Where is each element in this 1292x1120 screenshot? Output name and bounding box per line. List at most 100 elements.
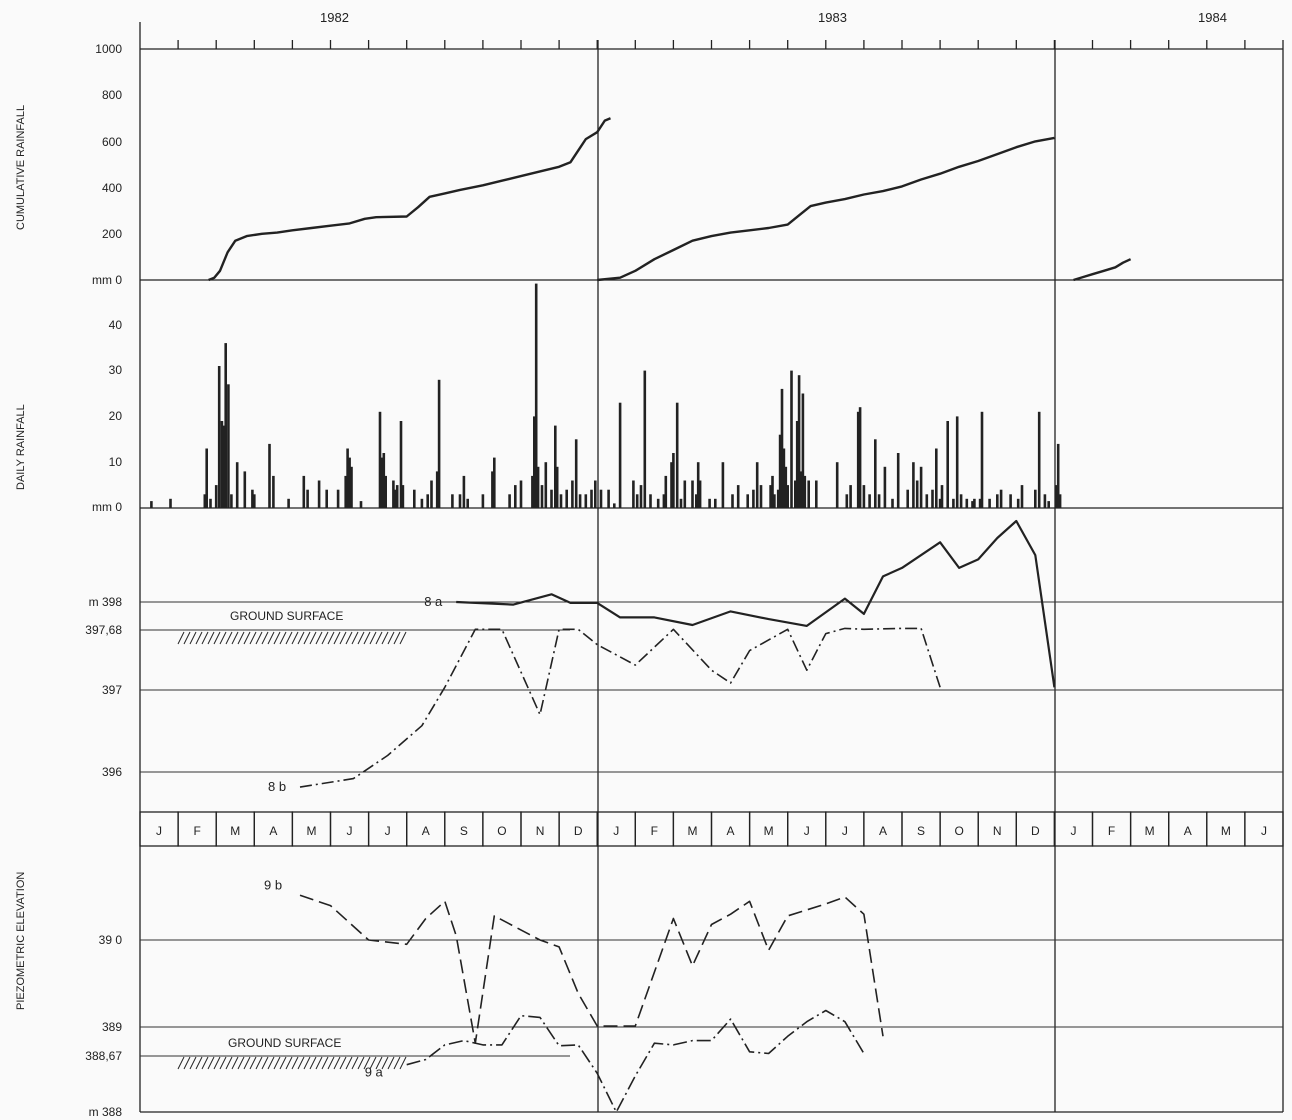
month-label: F	[1108, 824, 1115, 838]
series-9a-label: 9 a	[365, 1065, 384, 1080]
rainfall-bar	[540, 485, 544, 508]
piezometer-9-series: 9 b 9 a	[264, 877, 884, 1113]
rainfall-bar	[856, 411, 860, 508]
rainfall-bar	[643, 370, 647, 508]
rainfall-bar	[632, 480, 635, 508]
rainfall-bar	[664, 475, 668, 508]
rainfall-bar	[971, 501, 974, 508]
rainfall-bar	[736, 485, 740, 508]
rainfall-bar	[534, 283, 538, 508]
rainfall-bar	[973, 498, 976, 508]
month-label: M	[1221, 824, 1231, 838]
month-label: A	[269, 824, 277, 838]
rainfall-bar	[618, 402, 622, 508]
hatch-line	[255, 1056, 263, 1070]
month-label: O	[954, 824, 963, 838]
hatch-line	[177, 1056, 185, 1070]
rainfall-bar	[883, 466, 887, 508]
hatch-line	[261, 631, 269, 645]
rainfall-bar	[731, 494, 734, 508]
rainfall-bar	[708, 498, 711, 508]
month-label: M	[306, 824, 316, 838]
rainfall-bar	[554, 425, 557, 508]
hatch-line	[393, 1056, 401, 1070]
rainfall-bar	[790, 370, 793, 508]
rainfall-bar	[786, 485, 789, 508]
rainfall-bar	[392, 480, 395, 508]
hatch-line	[291, 1056, 299, 1070]
rainfall-bar	[959, 494, 963, 508]
rainfall-bar	[858, 407, 862, 508]
hatch-line	[357, 631, 365, 645]
year-label-1982: 1982	[320, 10, 349, 25]
rainfall-bar	[746, 494, 749, 508]
rainfall-bar	[574, 439, 578, 508]
rainfall-bar	[714, 498, 717, 508]
rainfall-bar	[773, 494, 776, 508]
ylabel-daily: DAILY RAINFALL	[15, 404, 27, 490]
cumulative-series-2	[597, 136, 1055, 282]
rainfall-bar	[797, 375, 801, 508]
hatch-line	[387, 1056, 395, 1070]
rainfall-bar	[227, 384, 230, 508]
rainfall-bar	[698, 480, 702, 508]
rainfall-bar	[533, 416, 536, 508]
rainfall-bar	[578, 494, 582, 508]
rainfall-bar	[952, 498, 955, 508]
rainfall-bar	[946, 421, 949, 508]
rainfall-bar	[243, 471, 247, 508]
rainfall-bar	[980, 411, 984, 508]
piezo8-gridlines	[140, 601, 1283, 773]
ytick: mm 0	[92, 500, 122, 514]
rainfall-bar	[426, 494, 429, 508]
rainfall-bar	[325, 489, 328, 508]
month-label: A	[422, 824, 430, 838]
rainfall-bar	[222, 425, 226, 508]
series-8a-label: 8 a	[424, 594, 443, 609]
rainfall-bar	[451, 494, 454, 508]
rainfall-bar	[531, 475, 534, 508]
hatch-line	[303, 1056, 311, 1070]
hatch-line	[375, 631, 383, 645]
rainfall-bar	[253, 494, 256, 508]
rainfall-bar	[150, 501, 153, 508]
piezometer-8-series: 8 a 8 b	[268, 519, 1056, 794]
rainfall-bar	[205, 448, 208, 508]
rainfall-bar	[493, 457, 496, 508]
ytick: 396	[102, 765, 122, 779]
month-label: M	[764, 824, 774, 838]
rainfall-bar	[394, 489, 397, 508]
rainfall-bar	[1047, 501, 1050, 508]
ytick: 600	[102, 135, 122, 149]
rainfall-bar	[437, 379, 441, 508]
rainfall-bar	[458, 494, 462, 508]
ytick: 388,67	[85, 1049, 122, 1063]
rainfall-bar	[815, 480, 818, 508]
hatch-line	[231, 631, 239, 645]
month-label: M	[687, 824, 697, 838]
month-label: J	[347, 824, 353, 838]
rainfall-bar	[230, 494, 233, 508]
month-label: N	[536, 824, 545, 838]
rainfall-bar	[649, 494, 652, 508]
rainfall-bar	[799, 471, 803, 508]
hatch-line	[213, 1056, 221, 1070]
rainfall-bar	[519, 480, 523, 508]
rainfall-bar	[607, 489, 610, 508]
hatch-line	[273, 631, 281, 645]
rainfall-bar	[965, 498, 969, 508]
hatch-line	[333, 1056, 341, 1070]
rainfall-bar	[251, 489, 254, 508]
hatch-line	[375, 1056, 383, 1070]
month-label: J	[804, 824, 810, 838]
rainfall-bar	[584, 494, 588, 508]
ground-hatch-8	[177, 631, 407, 645]
hatch-line	[339, 631, 347, 645]
rainfall-bar	[925, 494, 929, 508]
ytick: 20	[109, 409, 123, 423]
ytick: 1000	[95, 42, 122, 56]
rainfall-bar	[420, 498, 424, 508]
series-9a-line	[406, 1009, 865, 1113]
rainfall-bar	[317, 480, 321, 508]
hatch-line	[351, 631, 359, 645]
